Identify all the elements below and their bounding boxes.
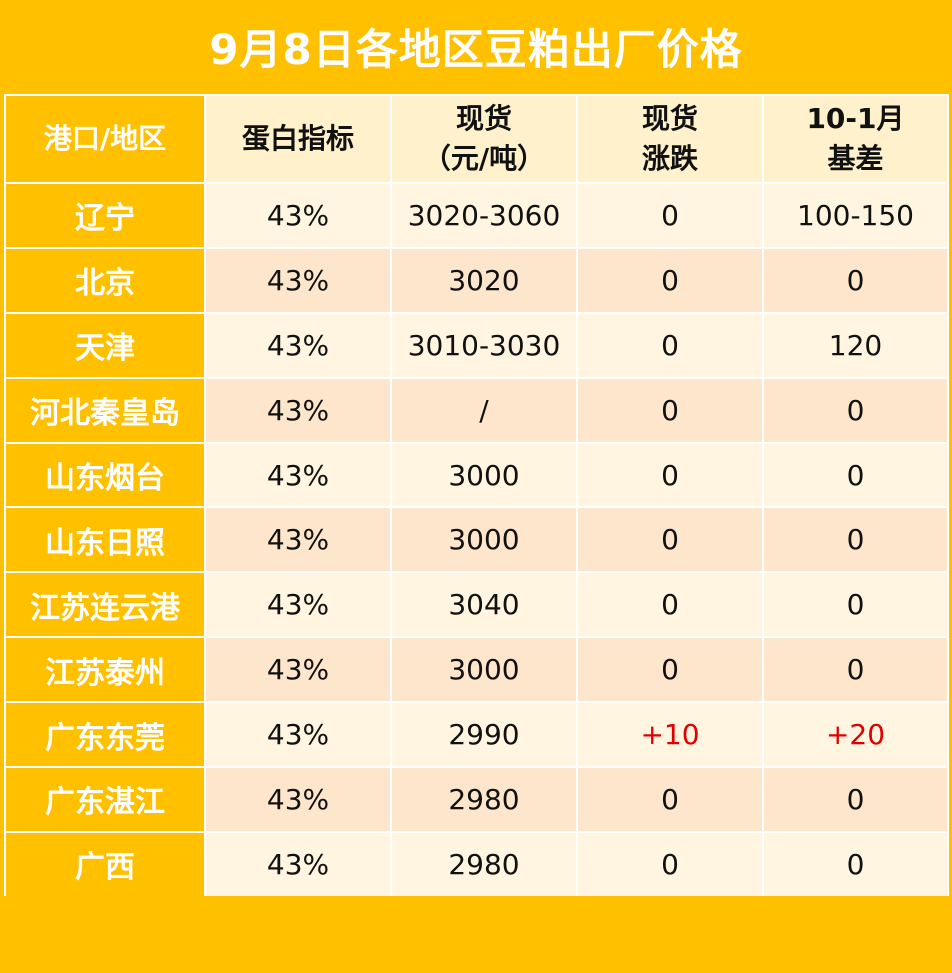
spot-change-cell: 0 [576, 571, 764, 639]
table-row: 广东东莞 43% 2990 +10 +20 [4, 701, 949, 769]
header-spot-line2: （元/吨） [422, 142, 546, 175]
spot-change-cell: 0 [576, 636, 764, 704]
spot-change-cell: 0 [576, 830, 764, 898]
spot-price-cell: 3020-3060 [390, 182, 578, 249]
region-cell: 广东东莞 [4, 701, 206, 769]
spot-change-cell: 0 [576, 311, 764, 379]
region-cell: 河北秦皇岛 [4, 376, 206, 444]
basis-cell: 0 [762, 441, 949, 509]
header-spot: 现货 （元/吨） [390, 94, 578, 184]
basis-cell: 100-150 [762, 182, 949, 249]
header-protein-label: 蛋白指标 [241, 122, 354, 155]
basis-cell: 0 [762, 571, 949, 639]
protein-cell: 43% [204, 636, 392, 704]
header-region-label: 港口/地区 [43, 122, 167, 155]
header-region: 港口/地区 [4, 94, 206, 184]
header-basis-line2: 基差 [827, 142, 884, 175]
header-protein: 蛋白指标 [204, 94, 392, 184]
header-change: 现货 涨跌 [576, 94, 764, 184]
basis-cell: 0 [762, 246, 949, 314]
basis-cell: 0 [762, 766, 949, 833]
basis-cell: 0 [762, 376, 949, 444]
spot-price-cell: 2990 [390, 701, 578, 769]
protein-cell: 43% [204, 441, 392, 509]
basis-cell: 0 [762, 830, 949, 898]
region-cell: 天津 [4, 311, 206, 379]
spot-price-cell: 3040 [390, 571, 578, 639]
header-change-line2: 涨跌 [641, 142, 698, 175]
spot-price-cell: 3000 [390, 441, 578, 509]
region-cell: 江苏泰州 [4, 636, 206, 704]
spot-price-cell: 3020 [390, 246, 578, 314]
region-cell: 辽宁 [4, 182, 206, 249]
protein-cell: 43% [204, 246, 392, 314]
table-row: 江苏连云港 43% 3040 0 0 [4, 571, 949, 639]
spot-price-cell: 2980 [390, 766, 578, 833]
table-row: 广东湛江 43% 2980 0 0 [4, 766, 949, 833]
region-cell: 广东湛江 [4, 766, 206, 833]
spot-price-cell: 3000 [390, 506, 578, 574]
protein-cell: 43% [204, 766, 392, 833]
region-cell: 江苏连云港 [4, 571, 206, 639]
region-cell: 山东烟台 [4, 441, 206, 509]
header-basis: 10-1月 基差 [762, 94, 949, 184]
spot-price-cell: / [390, 376, 578, 444]
header-spot-line1: 现货 [455, 102, 512, 135]
protein-cell: 43% [204, 376, 392, 444]
table-row: 辽宁 43% 3020-3060 0 100-150 [4, 182, 949, 249]
table-row: 广西 43% 2980 0 0 [4, 830, 949, 898]
spot-change-cell: 0 [576, 766, 764, 833]
table-row: 北京 43% 3020 0 0 [4, 246, 949, 314]
table-row: 江苏泰州 43% 3000 0 0 [4, 636, 949, 704]
region-cell: 广西 [4, 830, 206, 898]
table-row: 天津 43% 3010-3030 0 120 [4, 311, 949, 379]
protein-cell: 43% [204, 506, 392, 574]
table-row: 山东烟台 43% 3000 0 0 [4, 441, 949, 509]
spot-price-cell: 2980 [390, 830, 578, 898]
basis-cell: 0 [762, 506, 949, 574]
table-header-row: 港口/地区 蛋白指标 现货 （元/吨） 现货 涨跌 10-1月 基差 [4, 94, 949, 184]
protein-cell: 43% [204, 182, 392, 249]
spot-price-cell: 3000 [390, 636, 578, 704]
footer-band [0, 896, 952, 973]
price-table: 港口/地区 蛋白指标 现货 （元/吨） 现货 涨跌 10-1月 基差 辽宁 43… [4, 94, 949, 898]
basis-cell: 0 [762, 636, 949, 704]
spot-change-cell: +10 [576, 701, 764, 769]
protein-cell: 43% [204, 311, 392, 379]
page-title: 9月8日各地区豆粕出厂价格 [209, 24, 743, 74]
spot-price-cell: 3010-3030 [390, 311, 578, 379]
protein-cell: 43% [204, 571, 392, 639]
table-row: 山东日照 43% 3000 0 0 [4, 506, 949, 574]
basis-cell: 120 [762, 311, 949, 379]
header-basis-line1: 10-1月 [806, 102, 905, 135]
region-cell: 山东日照 [4, 506, 206, 574]
protein-cell: 43% [204, 701, 392, 769]
table-row: 河北秦皇岛 43% / 0 0 [4, 376, 949, 444]
region-cell: 北京 [4, 246, 206, 314]
spot-change-cell: 0 [576, 182, 764, 249]
header-change-line1: 现货 [641, 102, 698, 135]
spot-change-cell: 0 [576, 441, 764, 509]
spot-change-cell: 0 [576, 376, 764, 444]
spot-change-cell: 0 [576, 506, 764, 574]
protein-cell: 43% [204, 830, 392, 898]
spot-change-cell: 0 [576, 246, 764, 314]
basis-cell: +20 [762, 701, 949, 769]
